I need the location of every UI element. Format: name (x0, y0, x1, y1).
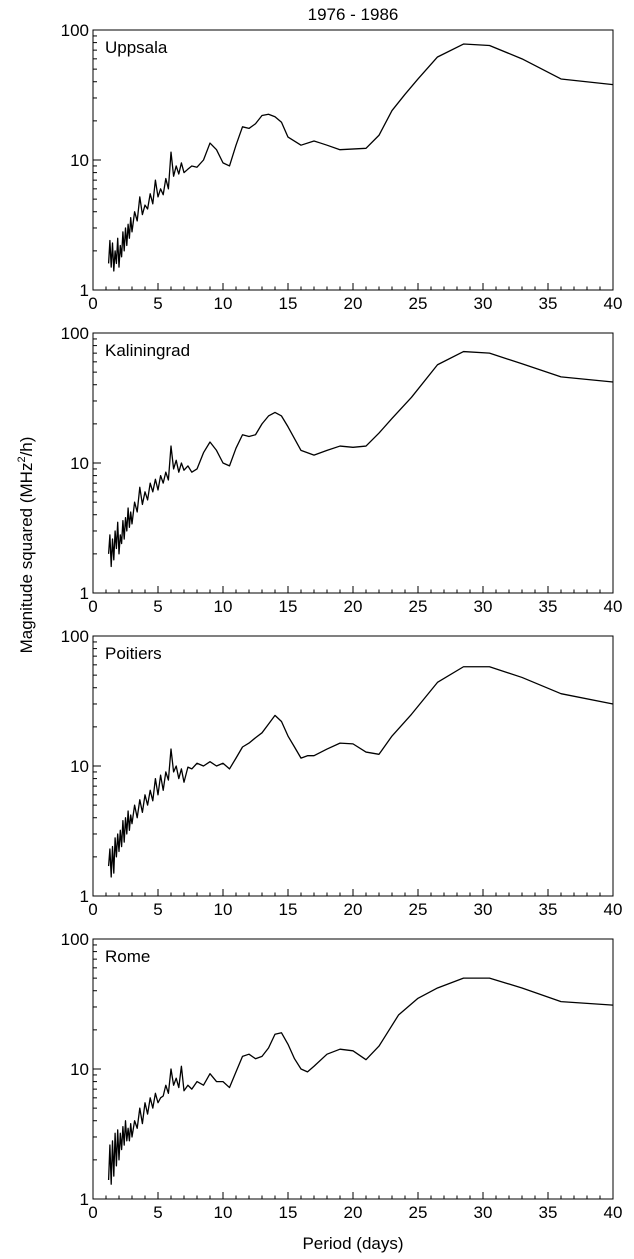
x-tick-label: 0 (88, 597, 97, 616)
x-tick-label: 25 (409, 1203, 428, 1222)
x-tick-label: 40 (604, 294, 623, 313)
figure-title: 1976 - 1986 (307, 5, 399, 24)
x-tick-label: 15 (279, 1203, 298, 1222)
x-tick-label: 0 (88, 900, 97, 919)
y-tick-label: 10 (70, 1060, 89, 1079)
series-line (107, 666, 614, 878)
series-line (107, 350, 614, 568)
x-tick-label: 40 (604, 900, 623, 919)
x-tick-label: 15 (279, 900, 298, 919)
x-tick-label: 30 (474, 294, 493, 313)
x-tick-label: 10 (214, 597, 233, 616)
y-tick-label: 10 (70, 757, 89, 776)
x-tick-label: 40 (604, 597, 623, 616)
y-tick-label: 1 (80, 1190, 89, 1209)
x-tick-label: 35 (539, 1203, 558, 1222)
y-axis-label: Magnitude squared (MHz2/h) (16, 437, 36, 654)
y-axis-label-sup: 2 (16, 456, 28, 462)
y-tick-label: 100 (61, 324, 89, 343)
x-tick-label: 25 (409, 294, 428, 313)
x-tick-label: 0 (88, 294, 97, 313)
y-axis-label-tail: /h) (17, 437, 36, 457)
plot-frame (92, 635, 614, 897)
y-axis-label-main: Magnitude squared (MHz (17, 463, 36, 654)
x-axis-label: Period (days) (302, 1234, 404, 1253)
x-tick-label: 25 (409, 900, 428, 919)
x-tick-label: 5 (153, 900, 162, 919)
x-tick-label: 25 (409, 597, 428, 616)
x-tick-label: 5 (153, 597, 162, 616)
panel-label: Uppsala (105, 38, 168, 57)
panel-label: Kaliningrad (105, 341, 190, 360)
x-tick-label: 30 (474, 597, 493, 616)
x-tick-label: 20 (344, 1203, 363, 1222)
x-tick-label: 20 (344, 294, 363, 313)
panel-poitiers: 0 5 10 15 20 25 30 35 40 1 10 100 Poitiers (61, 627, 623, 919)
y-tick-label: 10 (70, 454, 89, 473)
x-tick-label: 40 (604, 1203, 623, 1222)
x-tick-label: 0 (88, 1203, 97, 1222)
series-line (107, 43, 614, 272)
y-tick-label: 100 (61, 21, 89, 40)
plot-frame (92, 332, 614, 594)
x-tick-label: 20 (344, 597, 363, 616)
panel-uppsala: 0 5 10 15 20 25 30 35 40 1 10 100 Uppsala (61, 21, 623, 313)
x-tick-label: 10 (214, 294, 233, 313)
x-tick-label: 30 (474, 1203, 493, 1222)
panel-kaliningrad: 0 5 10 15 20 25 30 35 40 1 10 100 Kaliningrad (61, 324, 623, 616)
x-tick-label: 35 (539, 597, 558, 616)
x-tick-label: 10 (214, 1203, 233, 1222)
svg-text:Magnitude squared (MHz2/h): Magnitude squared (MHz2/h) (16, 437, 36, 654)
panel-label: Poitiers (105, 644, 162, 663)
panel-label: Rome (105, 947, 150, 966)
x-tick-label: 5 (153, 294, 162, 313)
x-tick-label: 35 (539, 294, 558, 313)
x-tick-label: 15 (279, 294, 298, 313)
x-tick-label: 20 (344, 900, 363, 919)
y-tick-label: 1 (80, 887, 89, 906)
x-tick-label: 5 (153, 1203, 162, 1222)
x-tick-label: 15 (279, 597, 298, 616)
y-tick-label: 100 (61, 930, 89, 949)
x-tick-label: 35 (539, 900, 558, 919)
series-line (107, 977, 614, 1185)
x-tick-label: 30 (474, 900, 493, 919)
y-tick-label: 1 (80, 584, 89, 603)
y-tick-label: 100 (61, 627, 89, 646)
x-tick-label: 10 (214, 900, 233, 919)
y-tick-label: 10 (70, 151, 89, 170)
panel-rome: 0 5 10 15 20 25 30 35 40 1 10 100 Rome (61, 930, 623, 1222)
y-tick-label: 1 (80, 281, 89, 300)
